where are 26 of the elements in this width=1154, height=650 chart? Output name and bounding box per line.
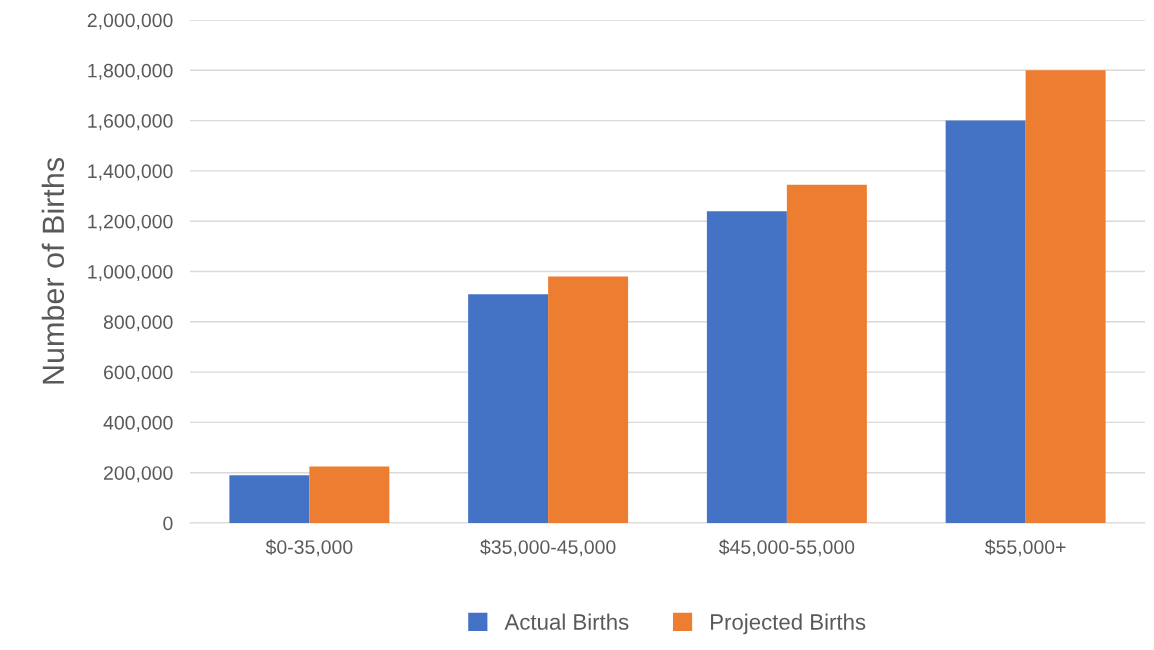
y-tick-label: 800,000 <box>103 315 173 332</box>
y-tick-label: 0 <box>163 516 173 531</box>
y-tick-label: 400,000 <box>103 415 173 432</box>
x-tick-label: $0-35,000 <box>265 539 353 557</box>
y-tick-label: 1,600,000 <box>88 114 173 131</box>
bar <box>468 294 549 523</box>
y-tick-label: 1,800,000 <box>88 63 173 80</box>
bar <box>309 466 390 523</box>
y-tick-label: 1,400,000 <box>88 164 173 181</box>
x-tick-label: $45,000-55,000 <box>718 539 855 557</box>
bar <box>548 276 629 523</box>
y-tick-label: 200,000 <box>104 466 173 483</box>
y-tick-label: 600,000 <box>104 365 173 382</box>
y-tick-label: 1,200,000 <box>88 214 173 231</box>
bar <box>945 120 1026 523</box>
bar <box>706 211 787 523</box>
bar <box>786 184 867 523</box>
bar <box>1025 70 1106 523</box>
y-tick-label: 1,000,000 <box>88 264 173 282</box>
legend-label: Actual Births <box>504 613 629 630</box>
legend-label: Projected Births <box>711 613 866 635</box>
x-tick-label: $55,000+ <box>985 539 1066 557</box>
y-tick-label: 2,000,000 <box>87 13 173 30</box>
bar <box>229 475 310 523</box>
y-axis-title: Number of Births <box>41 157 65 384</box>
x-tick-label: $35,000-45,000 <box>480 539 616 557</box>
